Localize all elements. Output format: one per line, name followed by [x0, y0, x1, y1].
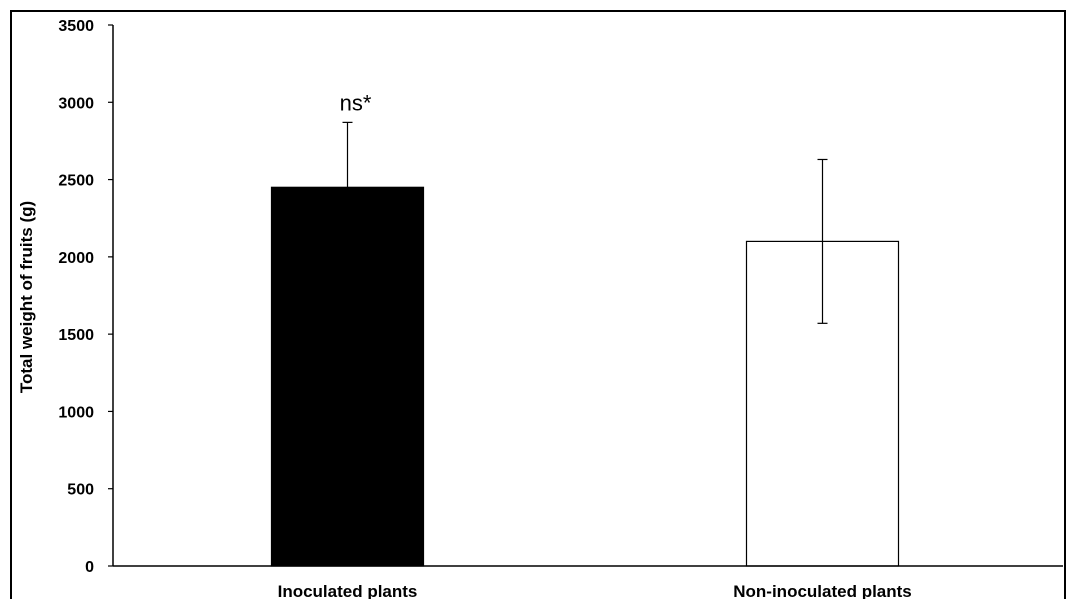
y-tick-label: 0 — [85, 559, 94, 576]
x-category-label: Non-inoculated plants — [733, 582, 912, 599]
significance-annotation: ns* — [340, 90, 372, 115]
bars: ns* — [270, 90, 900, 567]
y-tick-label: 2500 — [58, 173, 94, 190]
y-tick-label: 500 — [67, 482, 94, 499]
chart-frame — [10, 10, 1066, 599]
y-axis: 0 500 1000 1500 2000 2500 3000 3500 — [58, 18, 114, 576]
x-category-label: Inoculated plants — [278, 582, 418, 599]
y-tick-label: 2000 — [58, 250, 94, 267]
y-tick-label: 1500 — [58, 327, 94, 344]
y-tick-label: 1000 — [58, 404, 94, 421]
y-tick-label: 3500 — [58, 18, 94, 35]
x-axis: Inoculated plants Non-inoculated plants — [113, 565, 1063, 599]
y-axis-title: Total weight of fruits (g) — [17, 201, 36, 393]
y-tick-label: 3000 — [58, 95, 94, 112]
